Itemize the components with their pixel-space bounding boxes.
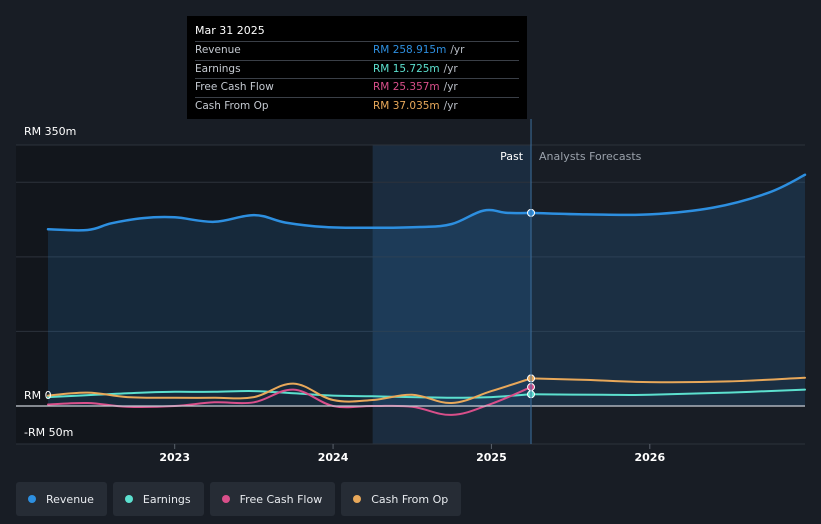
tooltip-row-unit: /yr xyxy=(450,44,465,56)
legend-label: Revenue xyxy=(46,492,94,506)
tooltip-row-value: RM 258.915m xyxy=(373,44,447,56)
tooltip-row-free-cash-flow: Free Cash Flow RM 25.357m/yr xyxy=(195,78,519,97)
tooltip-row-value: RM 37.035m xyxy=(373,99,440,112)
revenue-area xyxy=(48,174,805,406)
x-tick-label-2026: 2026 xyxy=(634,451,665,464)
legend-dot-icon xyxy=(221,495,230,503)
free-cash-flow-line xyxy=(47,386,532,416)
tooltip-row-label: Cash From Op xyxy=(195,99,269,112)
legend-item-revenue[interactable]: Revenue xyxy=(16,482,107,516)
legend-item-earnings[interactable]: Earnings xyxy=(112,482,204,516)
cash-from-op-forecast-line xyxy=(530,376,806,384)
tooltip-row-cash-from-op: Cash From Op RM 37.035m/yr xyxy=(195,96,519,116)
x-tick-label-2024: 2024 xyxy=(318,451,349,464)
legend-item-free-cash-flow[interactable]: Free Cash Flow xyxy=(209,482,336,516)
earnings-line xyxy=(47,390,532,399)
x-tick-label-2023: 2023 xyxy=(159,451,190,464)
legend-item-cash-from-op[interactable]: Cash From Op xyxy=(341,482,462,516)
chart-legend: Revenue Earnings Free Cash Flow Cash From O… xyxy=(16,482,462,516)
legend-dot-icon xyxy=(28,495,36,503)
tooltip-row-unit: /yr xyxy=(443,62,458,75)
tooltip-row-unit: /yr xyxy=(443,81,458,93)
earnings-forecast-line xyxy=(530,388,806,397)
tooltip-row-label: Free Cash Flow xyxy=(195,81,274,93)
y-tick-label-bottom: -RM 50m xyxy=(24,426,74,439)
y-tick-label-top: RM 350m xyxy=(24,125,77,138)
tooltip-row-unit: /yr xyxy=(443,99,458,112)
legend-dot-icon xyxy=(353,495,362,503)
legend-dot-icon xyxy=(124,495,133,503)
legend-label: Earnings xyxy=(142,492,191,506)
y-tick-label-zero: RM 0 xyxy=(24,389,52,402)
tooltip-row-earnings: Earnings RM 15.725m/yr xyxy=(195,59,519,79)
hover-tooltip: Mar 31 2025 Revenue RM 258.915m/yr Earning… xyxy=(187,16,527,119)
legend-label: Cash From Op xyxy=(371,492,449,506)
x-tick-label-2025: 2025 xyxy=(476,451,507,464)
revenue-line xyxy=(46,208,533,232)
cash-from-op-line xyxy=(47,377,532,405)
tooltip-row-revenue: Revenue RM 258.915m/yr xyxy=(195,41,519,60)
tooltip-row-label: Revenue xyxy=(195,44,241,56)
highlight-region xyxy=(372,145,532,444)
tooltip-row-value: RM 15.725m xyxy=(373,62,440,75)
tooltip-row-value: RM 25.357m xyxy=(373,81,440,93)
legend-label: Free Cash Flow xyxy=(239,492,323,506)
past-label: Past xyxy=(500,150,524,163)
tooltip-row-label: Earnings xyxy=(195,62,241,75)
revenue-forecast-line xyxy=(529,173,807,217)
forecast-label: Analysts Forecasts xyxy=(539,150,642,163)
tooltip-date: Mar 31 2025 xyxy=(195,24,265,37)
